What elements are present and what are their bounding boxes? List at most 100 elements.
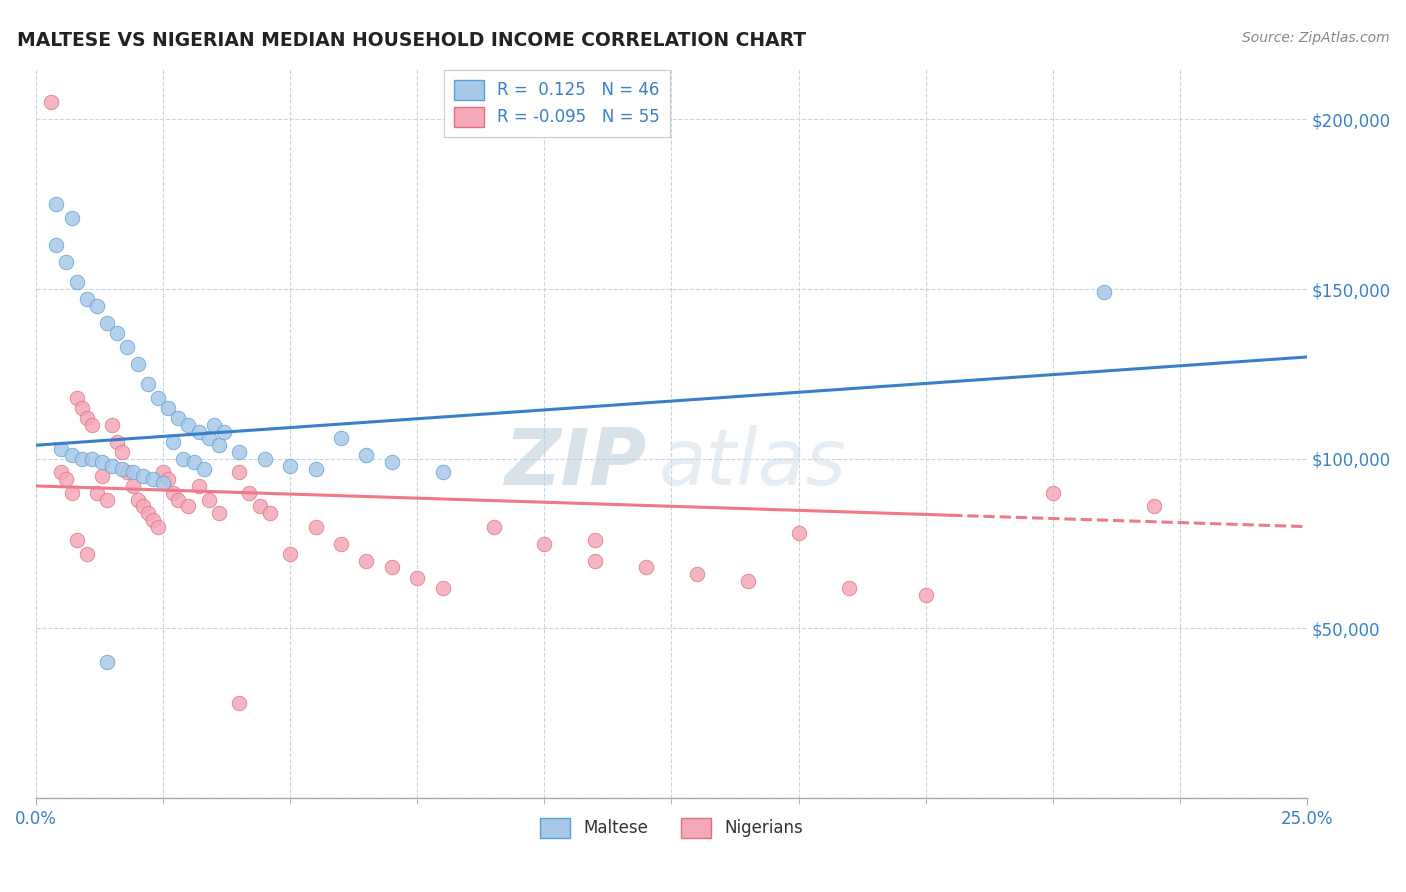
Point [381, 455, 404, 469]
Point [39, 95, 62, 110]
Point [1092, 285, 1115, 300]
Point [914, 588, 936, 602]
Text: atlas: atlas [659, 425, 846, 500]
Point [51, 442, 73, 456]
Point [202, 417, 225, 432]
Point [86, 485, 108, 500]
Point [686, 567, 709, 582]
Point [208, 438, 231, 452]
Point [208, 506, 231, 520]
Point [76, 293, 98, 307]
Point [187, 479, 209, 493]
Point [55, 472, 77, 486]
Point [91, 468, 114, 483]
Point [70, 401, 93, 415]
Point [162, 434, 184, 449]
Point [101, 458, 124, 473]
Point [583, 533, 606, 548]
Point [177, 417, 200, 432]
Point [86, 299, 108, 313]
Point [60, 485, 83, 500]
Point [51, 466, 73, 480]
Point [193, 462, 215, 476]
Point [45, 197, 67, 211]
Point [96, 656, 118, 670]
Point [737, 574, 759, 588]
Point [228, 466, 250, 480]
Point [1042, 485, 1064, 500]
Point [278, 458, 301, 473]
Point [330, 536, 353, 550]
Point [381, 560, 404, 574]
Point [127, 357, 149, 371]
Point [356, 553, 378, 567]
Point [253, 451, 276, 466]
Point [131, 468, 153, 483]
Point [131, 500, 153, 514]
Point [634, 560, 657, 574]
Point [60, 211, 83, 225]
Point [304, 519, 326, 533]
Point [356, 449, 378, 463]
Point [278, 547, 301, 561]
Legend: Maltese, Nigerians: Maltese, Nigerians [533, 811, 810, 845]
Point [482, 519, 505, 533]
Point [330, 432, 353, 446]
Point [183, 455, 205, 469]
Point [117, 466, 139, 480]
Point [162, 485, 184, 500]
Text: MALTESE VS NIGERIAN MEDIAN HOUSEHOLD INCOME CORRELATION CHART: MALTESE VS NIGERIAN MEDIAN HOUSEHOLD INC… [17, 31, 806, 50]
Point [91, 455, 114, 469]
Point [76, 547, 98, 561]
Point [212, 425, 235, 439]
Point [152, 475, 174, 490]
Point [76, 411, 98, 425]
Point [187, 425, 209, 439]
Point [787, 526, 810, 541]
Point [117, 340, 139, 354]
Point [80, 451, 103, 466]
Point [111, 445, 134, 459]
Point [142, 472, 165, 486]
Point [228, 445, 250, 459]
Point [304, 462, 326, 476]
Point [838, 581, 860, 595]
Point [533, 536, 555, 550]
Point [65, 275, 87, 289]
Point [136, 506, 159, 520]
Point [127, 492, 149, 507]
Point [177, 500, 200, 514]
Point [432, 581, 454, 595]
Point [157, 472, 180, 486]
Point [157, 401, 180, 415]
Point [55, 255, 77, 269]
Point [111, 462, 134, 476]
Point [45, 238, 67, 252]
Point [105, 434, 128, 449]
Point [238, 485, 260, 500]
Point [121, 479, 143, 493]
Point [583, 553, 606, 567]
Point [259, 506, 281, 520]
Point [96, 316, 118, 330]
Point [121, 466, 143, 480]
Point [70, 451, 93, 466]
Point [152, 466, 174, 480]
Point [1143, 500, 1166, 514]
Point [167, 411, 190, 425]
Point [249, 500, 271, 514]
Point [198, 432, 221, 446]
Point [136, 377, 159, 392]
Point [167, 492, 190, 507]
Point [432, 466, 454, 480]
Point [65, 533, 87, 548]
Point [142, 513, 165, 527]
Point [228, 696, 250, 710]
Point [146, 519, 169, 533]
Point [60, 449, 83, 463]
Text: Source: ZipAtlas.com: Source: ZipAtlas.com [1241, 31, 1389, 45]
Point [172, 451, 194, 466]
Point [96, 492, 118, 507]
Point [80, 417, 103, 432]
Text: ZIP: ZIP [503, 425, 645, 500]
